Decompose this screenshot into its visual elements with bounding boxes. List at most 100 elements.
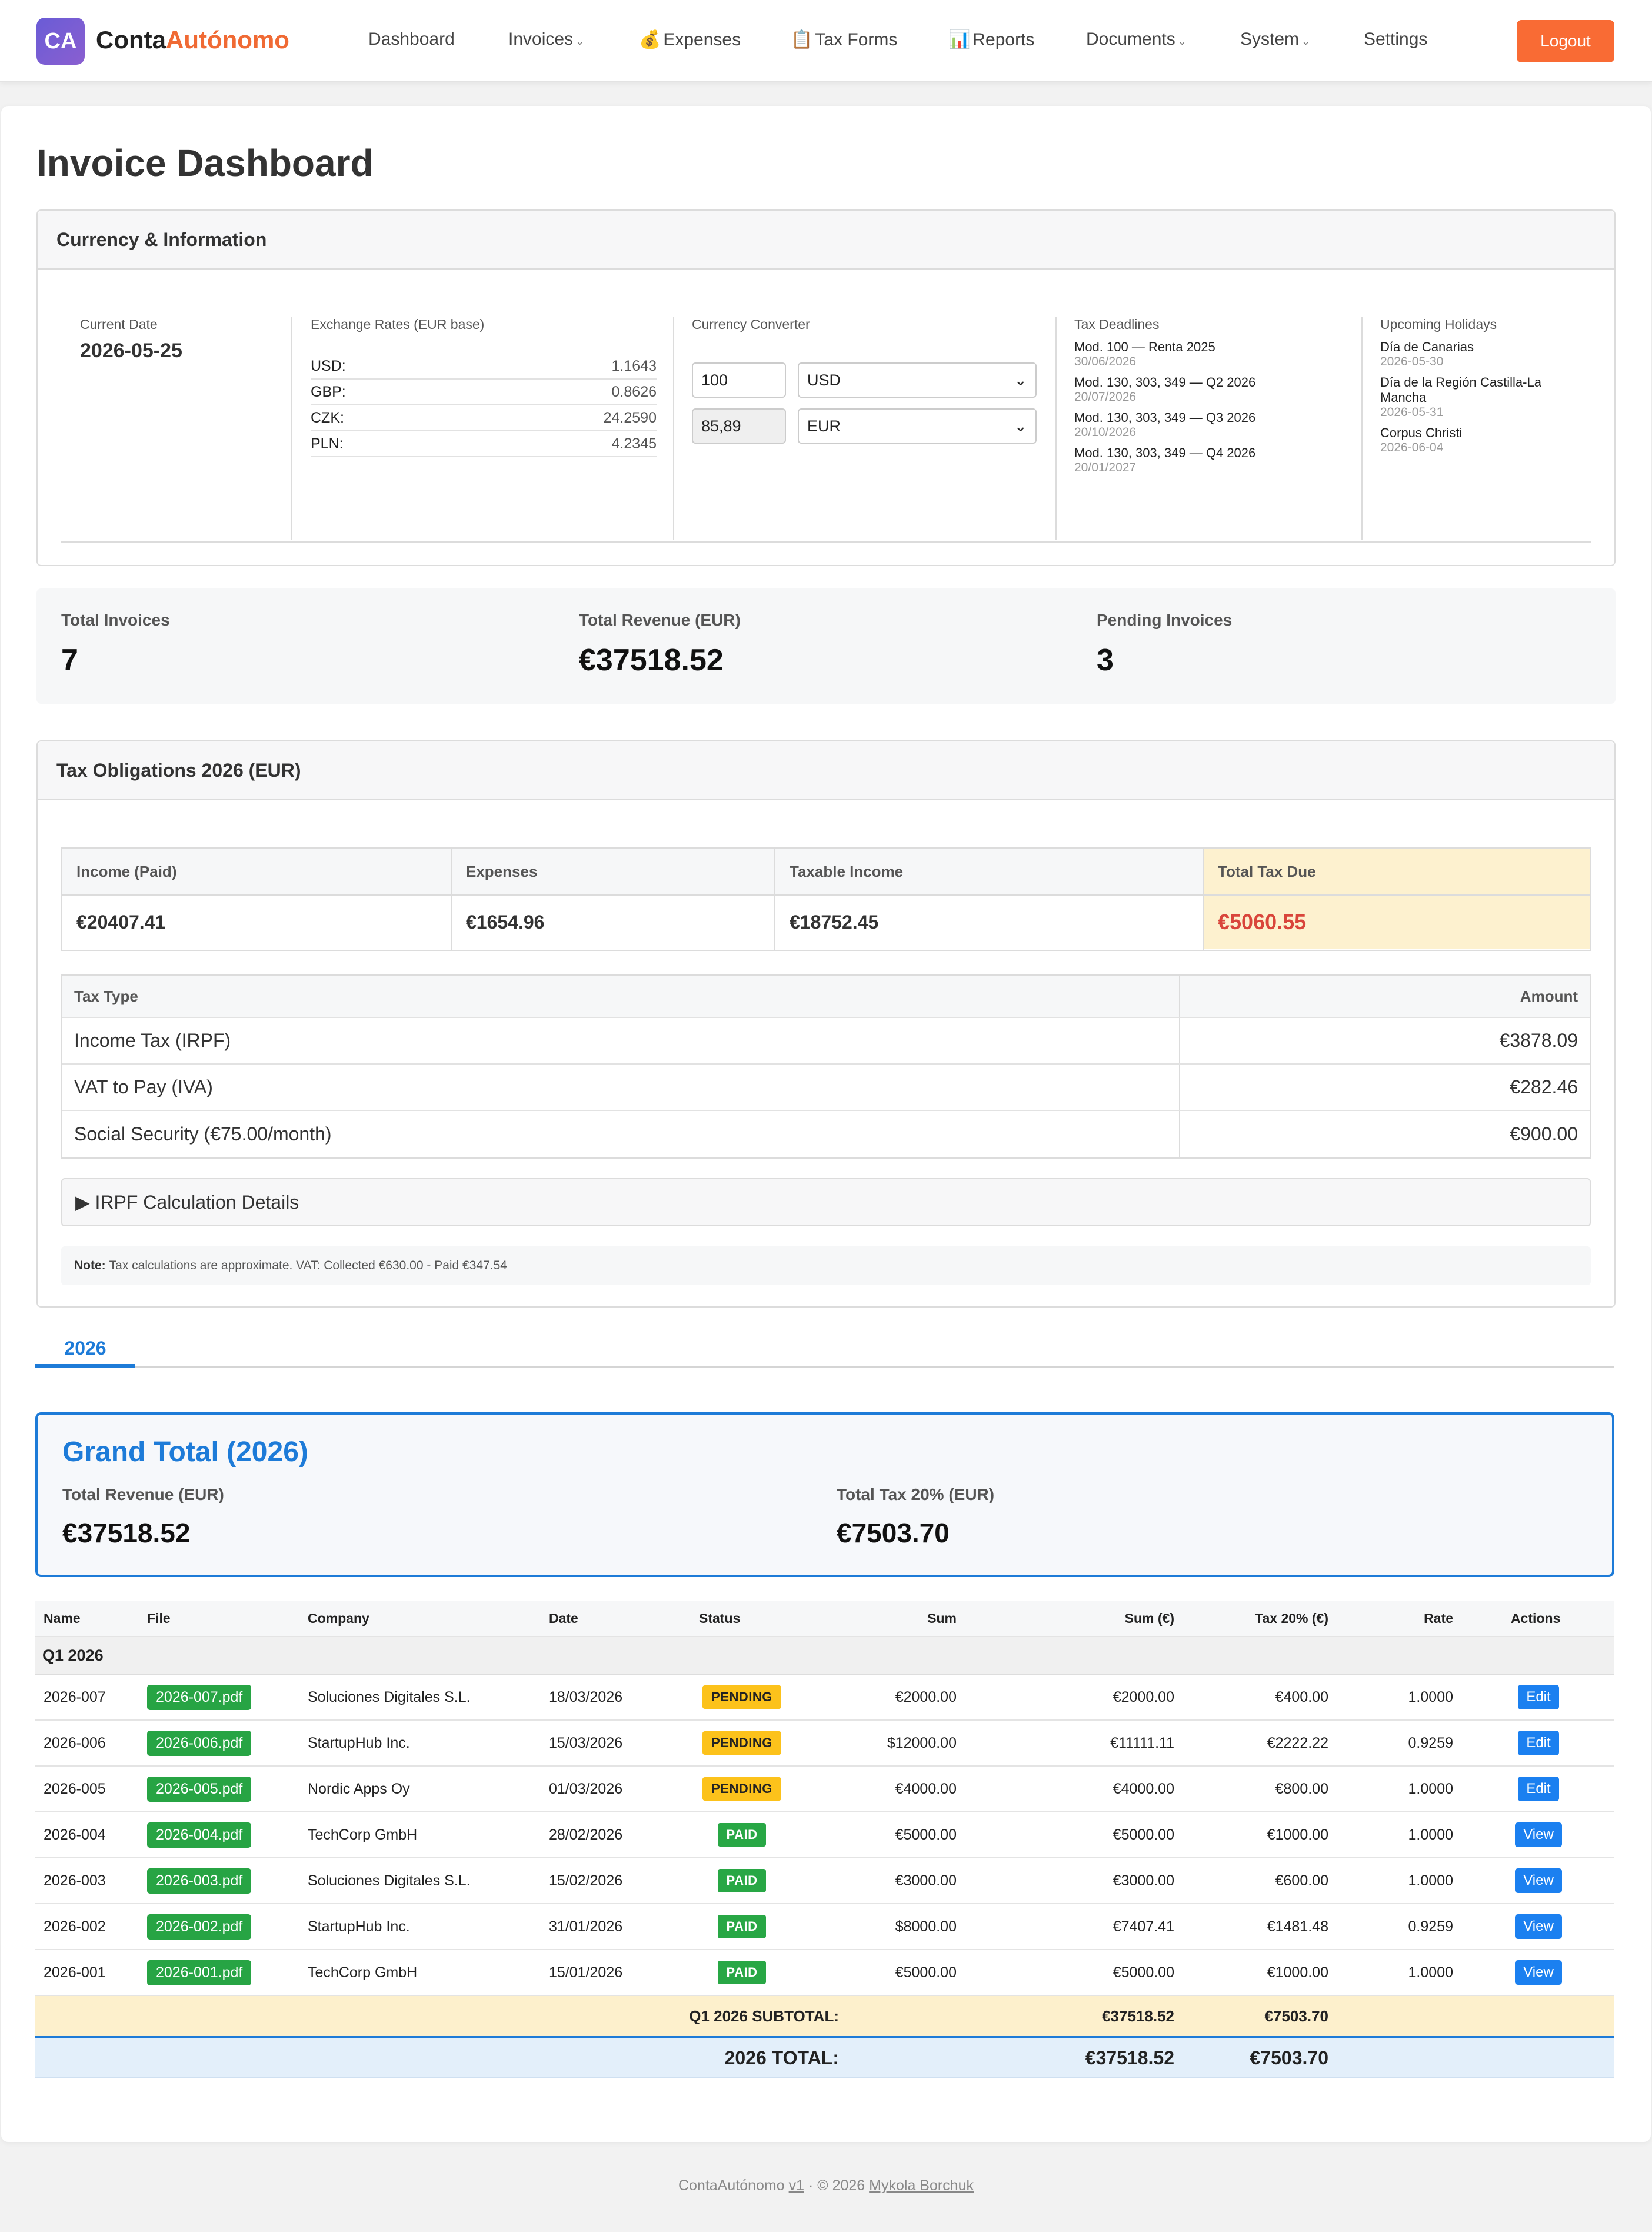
invoice-date: 15/01/2026 xyxy=(549,1964,623,1981)
view-button[interactable]: View xyxy=(1515,1868,1562,1893)
stat-label: Total Revenue (EUR) xyxy=(579,611,741,629)
logout-button[interactable]: Logout xyxy=(1517,20,1614,62)
view-button[interactable]: View xyxy=(1515,1960,1562,1985)
converter-result-field: 85,89 xyxy=(692,408,786,444)
invoice-rate: 1.0000 xyxy=(1408,1964,1453,1981)
nav-icon: 💰 xyxy=(639,30,661,49)
invoice-sum: $8000.00 xyxy=(895,1918,957,1935)
tax-type-name: Social Security (€75.00/month) xyxy=(62,1111,1180,1157)
stat-total-revenue: Total Revenue (EUR) €37518.52 xyxy=(579,611,741,678)
edit-button[interactable]: Edit xyxy=(1518,1731,1559,1755)
footer-app: ContaAutónomo xyxy=(678,2177,785,2194)
file-link[interactable]: 2026-005.pdf xyxy=(147,1776,252,1802)
nav-item-label: Reports xyxy=(972,30,1035,49)
edit-button[interactable]: Edit xyxy=(1518,1777,1559,1801)
invoice-rate: 1.0000 xyxy=(1408,1688,1453,1705)
stat-value: 3 xyxy=(1097,643,1114,677)
table-row: 2026-002 2026-002.pdf StartupHub Inc. 31/01… xyxy=(35,1904,1614,1950)
chevron-down-icon: ⌄ xyxy=(1177,35,1187,47)
version-link[interactable]: v1 xyxy=(788,2177,804,2194)
invoice-tax: €1000.00 xyxy=(1267,1826,1328,1843)
status-cell: PAID xyxy=(704,1858,780,1903)
converter-to-value: EUR xyxy=(807,417,841,435)
file-cell: 2026-001.pdf xyxy=(147,1950,252,1995)
nav-item-tax-forms[interactable]: 📋 Tax Forms xyxy=(791,29,897,50)
brand-main: Conta xyxy=(96,26,166,54)
stat-value: 7 xyxy=(61,643,78,677)
invoice-date: 15/02/2026 xyxy=(549,1872,623,1889)
file-link[interactable]: 2026-003.pdf xyxy=(147,1868,252,1894)
holiday-title: Día de Canarias xyxy=(1380,340,1474,354)
summary-taxable-income: Taxable Income €18752.45 xyxy=(775,849,1204,950)
file-link[interactable]: 2026-001.pdf xyxy=(147,1960,252,1985)
nav-item-label: Settings xyxy=(1364,29,1428,49)
brand-name[interactable]: ContaAutónomo xyxy=(96,26,289,54)
currency-info-panel: Currency & Information Current Date 2026… xyxy=(36,209,1616,566)
deadline-date: 30/06/2026 xyxy=(1074,355,1137,368)
file-link[interactable]: 2026-002.pdf xyxy=(147,1914,252,1940)
rate-code: GBP: xyxy=(311,383,346,400)
view-button[interactable]: View xyxy=(1515,1822,1562,1847)
action-cell: View xyxy=(1494,1858,1583,1903)
file-cell: 2026-005.pdf xyxy=(147,1767,252,1811)
file-link[interactable]: 2026-004.pdf xyxy=(147,1822,252,1848)
summary-label: Income (Paid) xyxy=(62,849,451,896)
converter-to-select[interactable]: EUR ⌄ xyxy=(798,408,1037,444)
nav-item-reports[interactable]: 📊 Reports xyxy=(948,29,1034,50)
file-cell: 2026-007.pdf xyxy=(147,1675,252,1719)
irpf-details-toggle[interactable]: ▶ IRPF Calculation Details xyxy=(61,1178,1591,1226)
column-header: Sum xyxy=(927,1610,957,1626)
status-badge: PAID xyxy=(717,1961,767,1984)
rate-value: 0.8626 xyxy=(611,383,657,400)
logo[interactable]: CA xyxy=(36,18,85,65)
divider xyxy=(1055,317,1057,540)
column-header: Tax Type xyxy=(62,976,1180,1017)
current-date-label: Current Date xyxy=(80,317,158,332)
stats-row: Total Invoices 7 Total Revenue (EUR) €37… xyxy=(36,588,1616,704)
main-content: Invoice Dashboard Currency & Information… xyxy=(1,106,1651,2142)
subtotal-row: Q1 2026 SUBTOTAL: €37518.52 €7503.70 xyxy=(35,1996,1614,2036)
nav-item-system[interactable]: System ⌄ xyxy=(1240,29,1310,49)
converter-amount-input[interactable]: 100 xyxy=(692,362,786,398)
invoice-sum: €5000.00 xyxy=(895,1826,957,1843)
action-cell: Edit xyxy=(1494,1767,1583,1811)
converter-from-select[interactable]: USD ⌄ xyxy=(798,362,1037,398)
view-button[interactable]: View xyxy=(1515,1914,1562,1939)
invoice-tax: €600.00 xyxy=(1275,1872,1328,1889)
page-title: Invoice Dashboard xyxy=(36,142,374,184)
nav-icon: 📊 xyxy=(948,30,971,49)
holiday-date: 2026-05-30 xyxy=(1380,355,1444,368)
nav-item-dashboard[interactable]: Dashboard xyxy=(368,29,455,49)
nav-item-invoices[interactable]: Invoices ⌄ xyxy=(508,29,584,49)
nav-item-settings[interactable]: Settings xyxy=(1364,29,1427,49)
invoice-date: 28/02/2026 xyxy=(549,1826,623,1843)
divider xyxy=(1361,317,1363,540)
tax-type-table: Tax Type Amount Income Tax (IRPF) €3878.0… xyxy=(61,974,1591,1159)
column-header: Sum (€) xyxy=(1124,1610,1174,1626)
tax-type-name: VAT to Pay (IVA) xyxy=(62,1065,1180,1110)
summary-income: Income (Paid) €20407.41 xyxy=(62,849,452,950)
summary-value: €1654.96 xyxy=(466,911,545,933)
author-link[interactable]: Mykola Borchuk xyxy=(869,2177,974,2194)
invoice-sum: $12000.00 xyxy=(887,1734,957,1751)
nav-item-documents[interactable]: Documents ⌄ xyxy=(1086,29,1187,49)
grand-label: Total Revenue (EUR) xyxy=(62,1485,224,1503)
nav-item-expenses[interactable]: 💰 Expenses xyxy=(639,29,741,50)
invoice-sum-eur: €2000.00 xyxy=(1113,1688,1174,1705)
status-cell: PAID xyxy=(704,1812,780,1857)
invoice-rate: 1.0000 xyxy=(1408,1780,1453,1797)
invoice-company: TechCorp GmbH xyxy=(308,1964,418,1981)
stat-pending-invoices: Pending Invoices 3 xyxy=(1097,611,1232,678)
invoice-name: 2026-001 xyxy=(44,1964,106,1981)
invoice-sum: €2000.00 xyxy=(895,1688,957,1705)
invoice-company: Nordic Apps Oy xyxy=(308,1780,410,1797)
table-row: 2026-004 2026-004.pdf TechCorp GmbH 28/02/2… xyxy=(35,1812,1614,1858)
tab-2026[interactable]: 2026 xyxy=(35,1332,135,1368)
file-link[interactable]: 2026-007.pdf xyxy=(147,1684,252,1710)
file-link[interactable]: 2026-006.pdf xyxy=(147,1730,252,1756)
invoice-date: 31/01/2026 xyxy=(549,1918,623,1935)
edit-button[interactable]: Edit xyxy=(1518,1685,1559,1709)
column-header: Date xyxy=(549,1610,578,1626)
rate-value: 4.2345 xyxy=(611,435,657,452)
exchange-rate-row: PLN: 4.2345 xyxy=(311,431,657,457)
